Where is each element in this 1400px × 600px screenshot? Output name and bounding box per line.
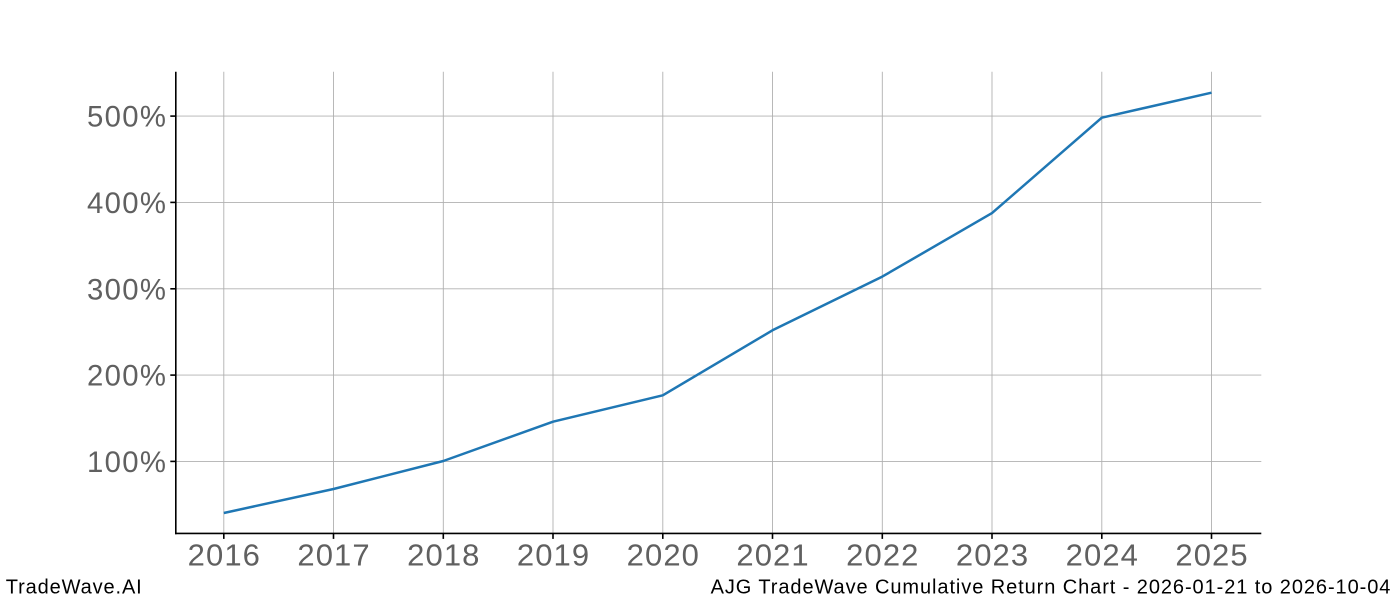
svg-text:2019: 2019 [517, 537, 590, 572]
svg-text:2020: 2020 [627, 537, 700, 572]
svg-text:TradeWave.AI: TradeWave.AI [6, 576, 143, 598]
svg-text:AJG TradeWave Cumulative Retur: AJG TradeWave Cumulative Return Chart - … [711, 576, 1392, 598]
svg-text:2021: 2021 [736, 537, 809, 572]
svg-text:2025: 2025 [1175, 537, 1248, 572]
svg-text:2016: 2016 [188, 537, 261, 572]
svg-text:300%: 300% [87, 273, 167, 306]
svg-text:2022: 2022 [846, 537, 919, 572]
svg-text:2023: 2023 [956, 537, 1029, 572]
svg-text:100%: 100% [87, 446, 167, 479]
svg-text:500%: 500% [87, 101, 167, 134]
svg-text:400%: 400% [87, 187, 167, 220]
svg-text:200%: 200% [87, 360, 167, 393]
svg-text:2018: 2018 [407, 537, 480, 572]
svg-text:2024: 2024 [1066, 537, 1139, 572]
svg-text:2017: 2017 [297, 537, 370, 572]
